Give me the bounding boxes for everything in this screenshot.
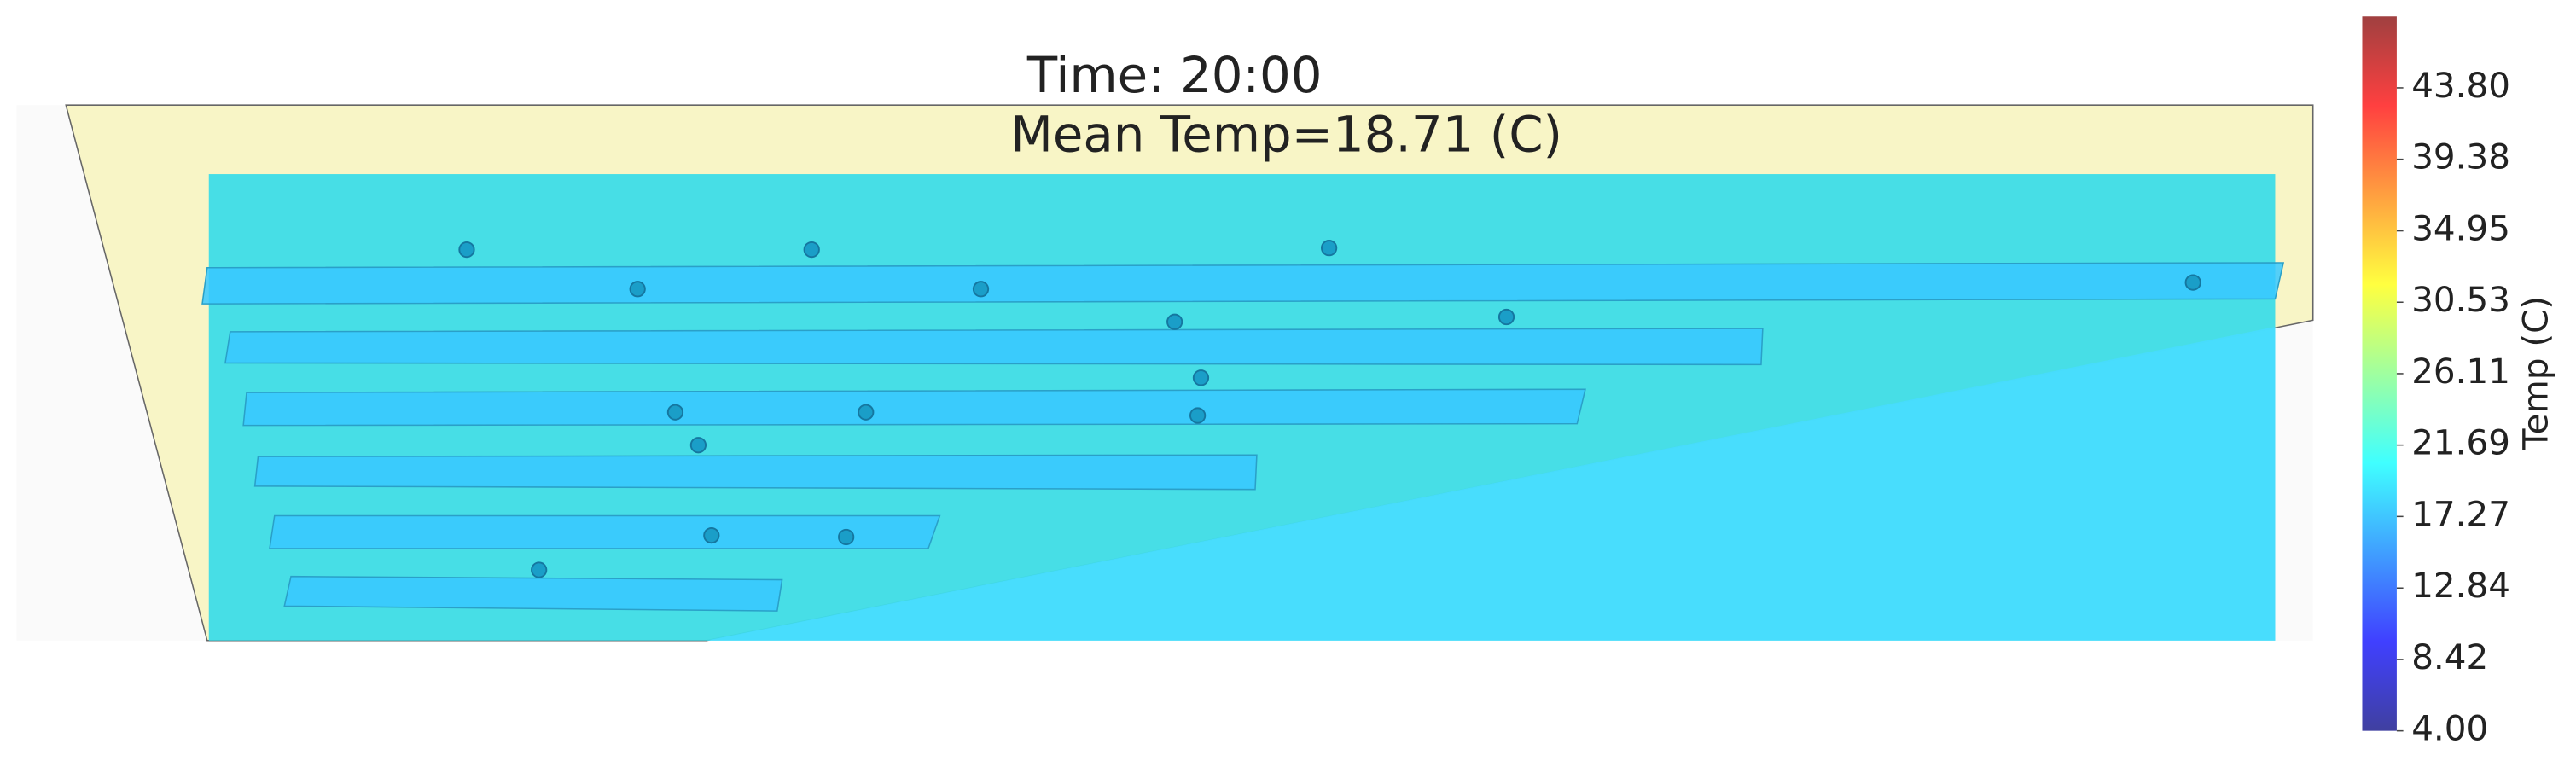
- sensor: [858, 404, 875, 421]
- sensor: [666, 404, 684, 421]
- colorbar-tick-label: 12.84: [2411, 565, 2510, 606]
- colorbar-tick-label: 39.38: [2411, 137, 2510, 177]
- colorbar-tick-label: 17.27: [2411, 493, 2510, 534]
- sensor: [458, 241, 475, 259]
- colorbar-tick-label: 26.11: [2411, 351, 2510, 392]
- colorbar-tick-label: 4.00: [2411, 708, 2488, 749]
- sensor: [689, 437, 707, 454]
- sensor: [2184, 274, 2201, 291]
- shelves: [201, 262, 2285, 612]
- sensor: [838, 528, 855, 546]
- colorbar-label: Temp (C): [2515, 296, 2556, 450]
- temperature-zone: [707, 327, 2276, 641]
- colorbar-tick-label: 34.95: [2411, 208, 2510, 249]
- chart-subtitle: Mean Temp=18.71 (C): [1010, 105, 1562, 163]
- sensor: [1192, 369, 1210, 386]
- sensor: [703, 526, 720, 544]
- floor-plan: [16, 104, 2314, 642]
- shelf: [269, 514, 941, 549]
- shelf: [242, 388, 1586, 427]
- shelf: [224, 328, 1764, 366]
- chart-title: Time: 20:00: [1026, 46, 1323, 104]
- sensor: [1497, 308, 1515, 326]
- shelf: [253, 454, 1258, 491]
- colorbar-tick-label: 43.80: [2411, 65, 2510, 106]
- sensors: [458, 240, 2201, 578]
- sensor: [531, 561, 548, 578]
- sensor: [972, 281, 990, 298]
- sensor: [629, 281, 646, 298]
- colorbar-tick-label: 30.53: [2411, 279, 2510, 320]
- shelf: [283, 575, 783, 612]
- sensor: [1189, 407, 1207, 424]
- shelf: [201, 262, 2285, 305]
- sensor: [803, 241, 820, 259]
- colorbar-tick-label: 8.42: [2411, 636, 2488, 677]
- sensor: [1321, 240, 1338, 257]
- sensor: [1166, 313, 1183, 330]
- colorbar: [2362, 16, 2397, 731]
- colorbar-tick-label: 21.69: [2411, 422, 2510, 463]
